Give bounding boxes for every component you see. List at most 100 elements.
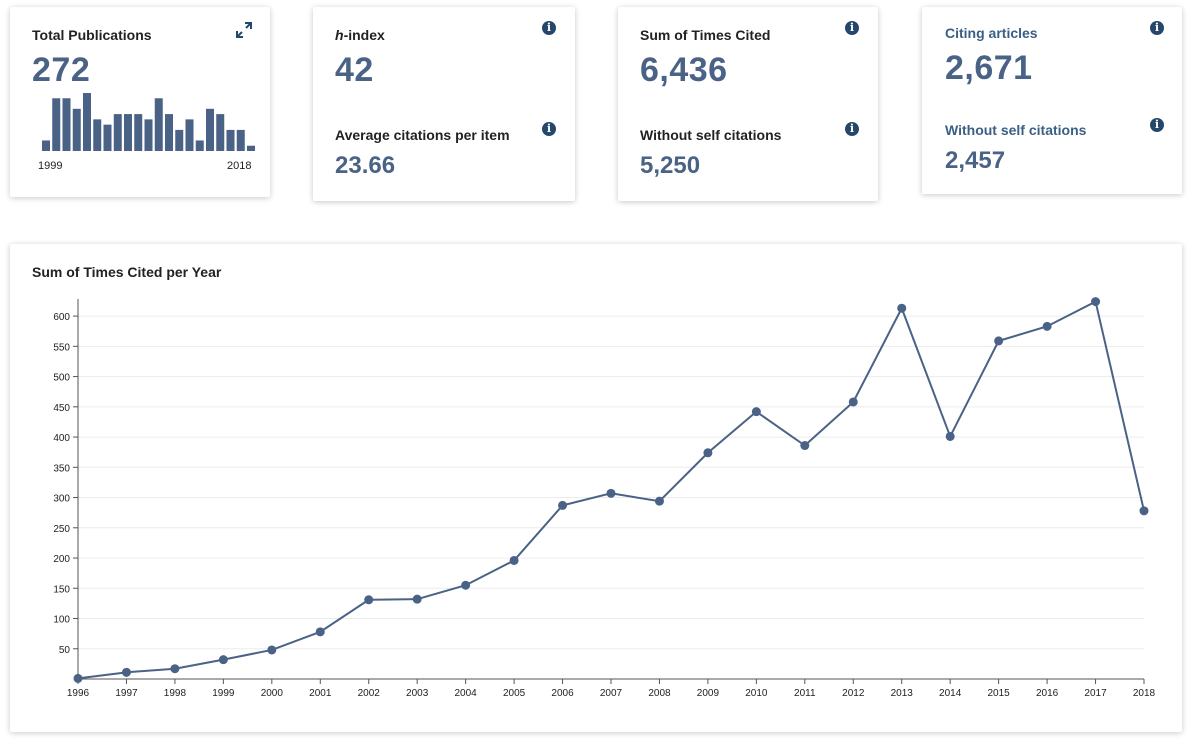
data-point[interactable] — [1042, 321, 1052, 331]
data-point[interactable] — [218, 655, 228, 665]
x-tick-label: 2009 — [697, 688, 720, 699]
spark-bar — [216, 114, 225, 151]
h-index-label: h-index — [335, 27, 385, 43]
spark-bar — [195, 140, 204, 151]
x-tick-label: 2014 — [939, 688, 962, 699]
x-tick-label: 1997 — [115, 688, 138, 699]
data-point[interactable] — [73, 673, 83, 683]
x-tick-label: 2003 — [406, 688, 429, 699]
x-tick-label: 2008 — [648, 688, 671, 699]
data-point[interactable] — [461, 580, 471, 590]
citing-articles-self-value: 2,457 — [945, 147, 1006, 174]
data-point[interactable] — [654, 496, 664, 506]
h-index-info-icon[interactable]: i — [542, 21, 556, 35]
times-cited-card: Sum of Times Cited i 6,436 Without self … — [618, 7, 878, 201]
citing-articles-self-link[interactable]: Without self citations — [945, 122, 1087, 138]
expand-icon[interactable] — [235, 21, 253, 39]
y-tick-label: 600 — [53, 312, 70, 323]
y-tick-label: 500 — [53, 373, 70, 384]
x-tick-label: 2013 — [891, 688, 914, 699]
times-cited-self-label: Without self citations — [640, 127, 782, 143]
y-tick-label: 50 — [59, 645, 71, 656]
x-tick-label: 2001 — [309, 688, 332, 699]
citing-articles-value: 2,671 — [945, 49, 1033, 87]
data-point[interactable] — [994, 336, 1004, 346]
x-tick-label: 2002 — [358, 688, 381, 699]
x-tick-label: 2017 — [1084, 688, 1107, 699]
times-cited-self-info-icon[interactable]: i — [845, 122, 859, 136]
y-tick-label: 450 — [53, 403, 70, 414]
y-tick-label: 250 — [53, 524, 70, 535]
spark-bar — [93, 119, 102, 151]
data-point[interactable] — [558, 500, 568, 510]
chart-title: Sum of Times Cited per Year — [32, 264, 222, 280]
citing-articles-card: Citing articles i 2,671 Without self cit… — [922, 7, 1182, 194]
x-tick-label: 1996 — [67, 688, 90, 699]
spark-bar — [144, 119, 153, 151]
spark-bar — [83, 93, 91, 151]
spark-bar — [62, 98, 71, 151]
data-point[interactable] — [170, 664, 180, 674]
data-point[interactable] — [364, 595, 374, 605]
data-point[interactable] — [412, 594, 422, 604]
spark-bar — [42, 140, 50, 151]
h-index-label-rest: -index — [343, 27, 385, 43]
x-tick-label: 2018 — [1133, 688, 1156, 699]
x-tick-label: 2016 — [1036, 688, 1059, 699]
average-citations-label: Average citations per item — [335, 127, 510, 143]
spark-bar — [72, 108, 81, 151]
times-cited-chart-card: Sum of Times Cited per Year 50 100 150 200 2… — [10, 244, 1182, 732]
spark-bar — [185, 119, 194, 151]
data-point[interactable] — [1091, 297, 1101, 307]
x-tick-label: 2005 — [503, 688, 526, 699]
x-tick-label: 1999 — [212, 688, 235, 699]
times-cited-info-icon[interactable]: i — [845, 21, 859, 35]
x-tick-label: 2011 — [794, 688, 816, 699]
data-point[interactable] — [751, 407, 761, 417]
spark-bar — [124, 114, 132, 151]
spark-bar — [206, 108, 214, 151]
total-publications-label: Total Publications — [32, 27, 152, 43]
x-tick-label: 2000 — [261, 688, 284, 699]
x-tick-label: 2012 — [842, 688, 865, 699]
spark-bar — [113, 114, 122, 151]
data-point[interactable] — [945, 431, 955, 441]
y-tick-label: 400 — [53, 433, 70, 444]
y-tick-label: 550 — [53, 342, 70, 353]
spark-year-start: 1999 — [38, 160, 63, 172]
data-point[interactable] — [848, 397, 858, 407]
y-tick-label: 150 — [53, 584, 70, 595]
y-tick-label: 200 — [53, 554, 70, 565]
data-point[interactable] — [509, 555, 519, 565]
average-citations-info-icon[interactable]: i — [542, 122, 556, 136]
data-point[interactable] — [800, 441, 810, 451]
data-point[interactable] — [703, 448, 713, 458]
times-cited-line-chart: 50 100 150 200 250 300 350 400 450 500 550 600 1996 1… — [53, 297, 1156, 699]
spark-bar — [103, 124, 112, 151]
times-cited-label: Sum of Times Cited — [640, 27, 771, 43]
citing-articles-self-info-icon[interactable]: i — [1150, 118, 1164, 132]
total-publications-value: 272 — [32, 51, 91, 89]
times-cited-self-value: 5,250 — [640, 152, 701, 179]
spark-bar — [226, 129, 235, 151]
citing-articles-info-icon[interactable]: i — [1150, 21, 1164, 35]
spark-year-end: 2018 — [227, 160, 252, 172]
data-point[interactable] — [897, 303, 907, 313]
times-cited-value: 6,436 — [640, 51, 728, 89]
data-point[interactable] — [267, 645, 277, 655]
spark-bar — [236, 129, 245, 151]
data-point[interactable] — [121, 667, 131, 677]
citing-articles-link[interactable]: Citing articles — [945, 25, 1038, 41]
total-publications-card: Total Publications 272 1999 2018 — [10, 7, 270, 197]
publications-sparkline — [42, 93, 255, 151]
average-citations-value: 23.66 — [335, 152, 396, 179]
data-point[interactable] — [1139, 506, 1149, 516]
data-point[interactable] — [606, 488, 616, 498]
spark-bar — [52, 98, 61, 151]
h-index-label-italic: h — [335, 27, 344, 43]
data-point[interactable] — [315, 627, 325, 637]
x-tick-label: 2006 — [551, 688, 574, 699]
x-tick-label: 2015 — [988, 688, 1011, 699]
h-index-value: 42 — [335, 51, 374, 89]
spark-bar — [134, 114, 143, 151]
